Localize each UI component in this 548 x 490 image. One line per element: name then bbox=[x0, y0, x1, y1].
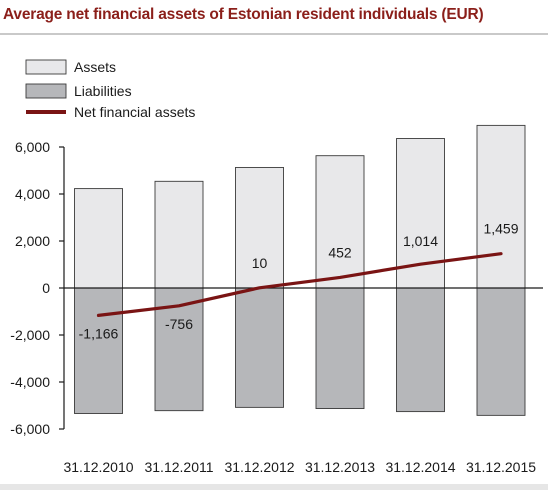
legend-liabilities-swatch bbox=[25, 83, 67, 99]
x-axis-labels: 31.12.2010 31.12.2011 31.12.2012 31.12.2013… bbox=[63, 459, 536, 475]
y-tick-label: 0 bbox=[42, 280, 50, 296]
bars-layer bbox=[74, 124, 526, 416]
x-tick-label: 31.12.2014 bbox=[385, 459, 455, 475]
liabilities-bar bbox=[235, 287, 284, 408]
assets-bar bbox=[154, 180, 204, 289]
x-tick-label: 31.12.2011 bbox=[144, 459, 213, 475]
x-tick-label: 31.12.2015 bbox=[466, 459, 536, 475]
y-tick-label: -2,000 bbox=[10, 327, 50, 343]
chart-title: Average net financial assets of Estonian… bbox=[3, 6, 484, 23]
liabilities-bar bbox=[476, 287, 526, 416]
net-data-label: 452 bbox=[328, 244, 352, 260]
x-tick-label: 31.12.2012 bbox=[224, 459, 294, 475]
legend-net-label: Net financial assets bbox=[74, 104, 195, 120]
liabilities-bar bbox=[315, 287, 365, 410]
net-data-label: -756 bbox=[165, 316, 193, 332]
net-data-label: 1,014 bbox=[403, 233, 438, 249]
y-tick-label: 4,000 bbox=[15, 186, 50, 202]
bottom-divider bbox=[0, 484, 548, 490]
y-tick-label: -6,000 bbox=[10, 421, 50, 437]
liabilities-bar bbox=[396, 287, 445, 413]
liabilities-bar bbox=[74, 287, 123, 414]
legend-assets-swatch bbox=[25, 59, 67, 75]
assets-bar bbox=[315, 155, 365, 289]
legend: Assets Liabilities Net financial assets bbox=[25, 59, 195, 120]
x-tick-label: 31.12.2010 bbox=[63, 459, 133, 475]
y-tick-label: 2,000 bbox=[15, 233, 50, 249]
title-divider bbox=[0, 33, 548, 35]
net-financial-assets-line bbox=[96, 252, 503, 317]
y-axis: 6,000 4,000 2,000 0 -2,000 -4,000 -6,000 bbox=[10, 139, 543, 437]
y-tick-label: -4,000 bbox=[10, 374, 50, 390]
assets-bar bbox=[74, 188, 123, 289]
y-tick-label: 6,000 bbox=[15, 139, 50, 155]
data-labels-layer: -1,166 -756 10 452 1,014 1,459 bbox=[79, 221, 519, 342]
net-data-label: 1,459 bbox=[483, 221, 518, 237]
net-line-layer bbox=[96, 252, 503, 317]
legend-assets-label: Assets bbox=[74, 59, 116, 75]
assets-bar bbox=[476, 124, 526, 289]
legend-liabilities-label: Liabilities bbox=[74, 83, 132, 99]
net-data-label: 10 bbox=[252, 255, 268, 271]
assets-bar bbox=[235, 166, 284, 289]
net-data-label: -1,166 bbox=[79, 325, 119, 341]
x-tick-label: 31.12.2013 bbox=[305, 459, 375, 475]
